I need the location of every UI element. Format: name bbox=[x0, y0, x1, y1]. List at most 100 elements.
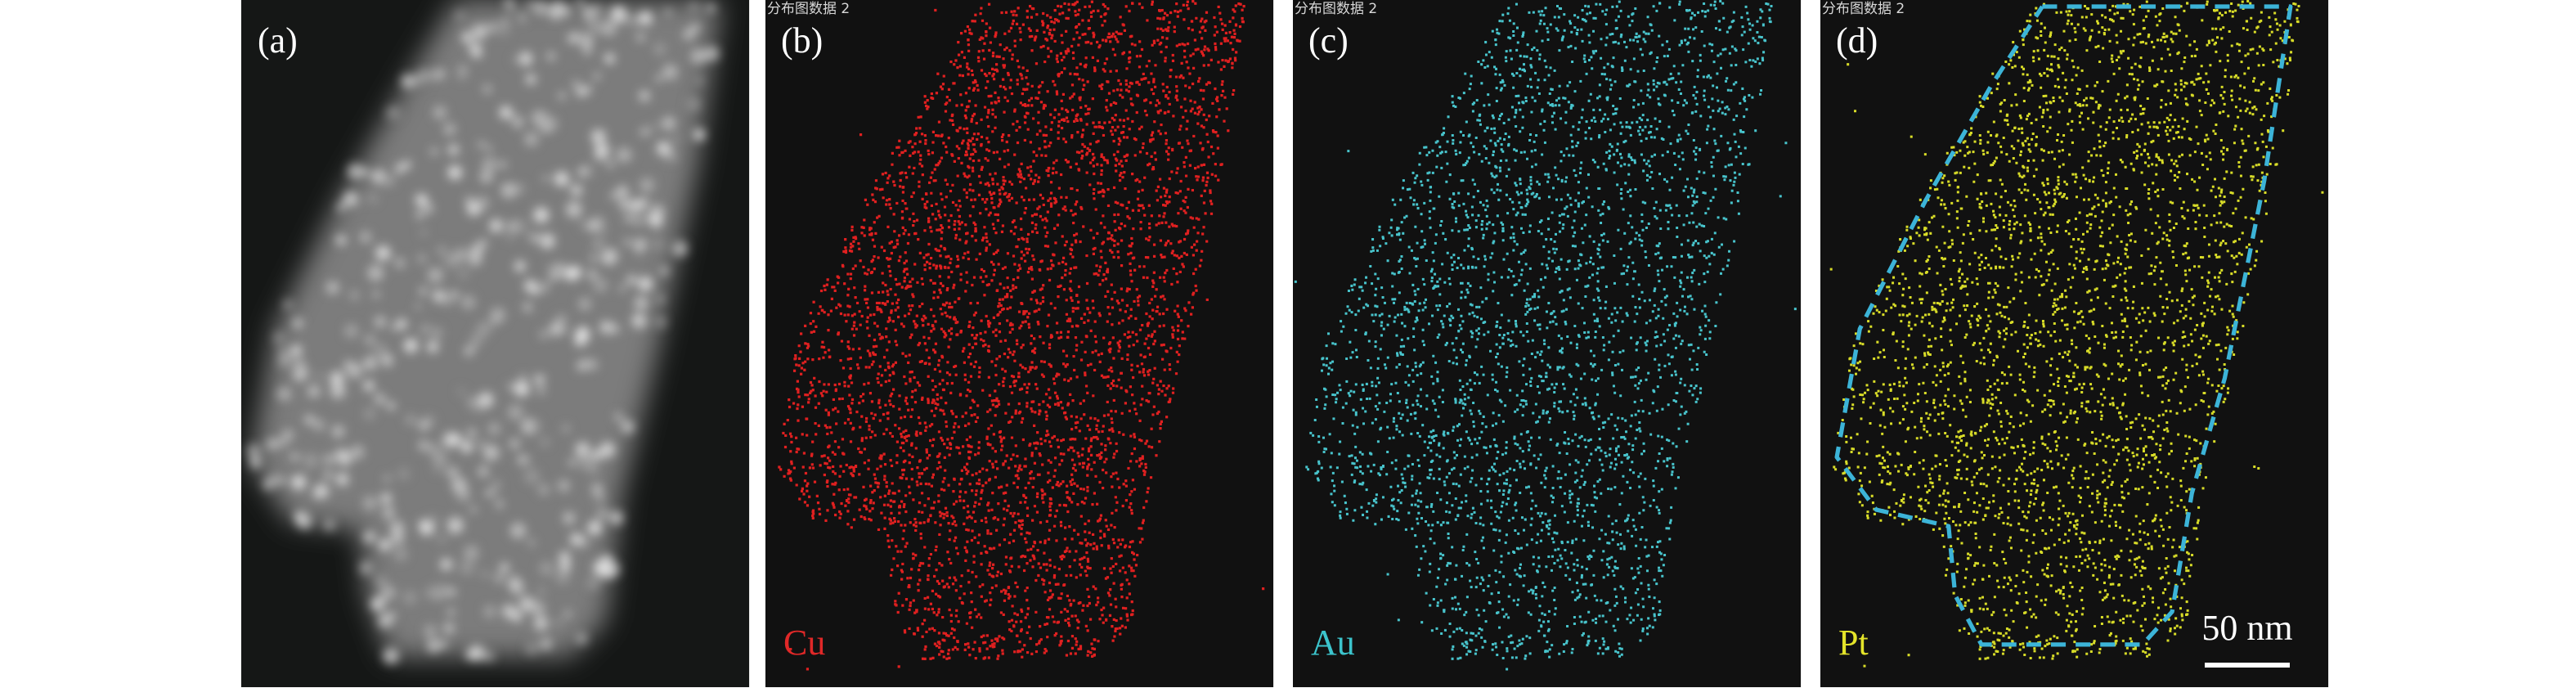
grain bbox=[443, 123, 456, 136]
grain bbox=[475, 196, 490, 210]
grain bbox=[375, 245, 391, 261]
grain bbox=[424, 587, 434, 598]
grain bbox=[277, 387, 292, 402]
grain bbox=[438, 535, 446, 543]
grain bbox=[530, 600, 545, 617]
grain bbox=[386, 106, 402, 120]
grain bbox=[457, 65, 469, 76]
panel-a bbox=[241, 0, 750, 687]
grain bbox=[561, 6, 572, 16]
grain bbox=[389, 520, 405, 536]
grain bbox=[415, 193, 429, 207]
grain bbox=[610, 192, 617, 200]
grain bbox=[523, 456, 531, 465]
grain bbox=[427, 267, 444, 284]
grain bbox=[690, 48, 707, 65]
grain bbox=[570, 533, 584, 546]
grain bbox=[482, 156, 497, 173]
grain bbox=[396, 318, 408, 331]
grain bbox=[575, 442, 590, 457]
grain bbox=[277, 438, 287, 447]
grain bbox=[524, 1, 535, 11]
grain bbox=[523, 302, 532, 313]
grain bbox=[591, 483, 603, 494]
grain bbox=[249, 456, 261, 469]
grain bbox=[594, 142, 610, 158]
grain bbox=[330, 371, 344, 384]
grain bbox=[559, 551, 571, 563]
grain bbox=[276, 476, 286, 485]
grain bbox=[325, 281, 339, 295]
grain bbox=[576, 86, 587, 97]
grain bbox=[538, 587, 545, 595]
grain bbox=[654, 121, 662, 129]
grain bbox=[505, 4, 516, 16]
grain bbox=[528, 539, 536, 546]
grain bbox=[590, 254, 599, 263]
grain bbox=[485, 488, 494, 498]
grain bbox=[460, 295, 476, 310]
grain bbox=[343, 323, 359, 339]
grain bbox=[331, 425, 345, 438]
grain bbox=[383, 647, 400, 664]
grain bbox=[290, 452, 299, 461]
grain bbox=[424, 624, 437, 638]
grain bbox=[363, 380, 375, 391]
grain bbox=[662, 116, 676, 131]
grain bbox=[500, 161, 507, 169]
grain bbox=[592, 277, 608, 293]
grain bbox=[415, 211, 424, 218]
grain bbox=[601, 248, 618, 265]
grain bbox=[511, 610, 523, 622]
panel-b bbox=[765, 0, 1274, 687]
grain bbox=[532, 1, 549, 16]
grain bbox=[632, 215, 644, 227]
grain bbox=[518, 373, 527, 383]
grain bbox=[366, 533, 375, 541]
grain bbox=[292, 317, 303, 329]
grain bbox=[469, 253, 482, 267]
grain bbox=[635, 32, 646, 43]
grain bbox=[517, 13, 527, 23]
grain bbox=[469, 645, 485, 661]
grain bbox=[514, 183, 526, 195]
element-map-dots bbox=[1829, 0, 2324, 668]
grain bbox=[577, 297, 592, 311]
grain bbox=[509, 522, 527, 539]
grain bbox=[391, 532, 404, 545]
grain bbox=[616, 147, 632, 163]
grain bbox=[454, 248, 469, 262]
grain bbox=[513, 119, 523, 128]
grain bbox=[464, 196, 473, 205]
grain bbox=[419, 287, 428, 295]
panel-d bbox=[1820, 0, 2329, 687]
grain bbox=[568, 458, 577, 466]
grain bbox=[542, 115, 559, 133]
grain bbox=[278, 357, 289, 368]
grain bbox=[645, 125, 655, 135]
grain bbox=[539, 560, 554, 577]
grain bbox=[590, 5, 604, 19]
grain bbox=[507, 404, 523, 420]
panel-background bbox=[765, 0, 1274, 687]
grain bbox=[324, 471, 332, 479]
grain bbox=[478, 441, 486, 448]
grain bbox=[359, 231, 371, 243]
grain bbox=[511, 218, 527, 235]
grain bbox=[388, 610, 397, 619]
grain bbox=[548, 270, 556, 279]
grain bbox=[442, 295, 454, 307]
grain bbox=[468, 42, 482, 55]
grain bbox=[402, 160, 412, 169]
grain bbox=[571, 79, 581, 89]
grain bbox=[590, 128, 606, 145]
grain bbox=[624, 238, 631, 246]
grain bbox=[563, 511, 576, 524]
grain bbox=[577, 168, 586, 177]
grain bbox=[496, 501, 504, 508]
grain bbox=[671, 241, 689, 257]
grain bbox=[533, 374, 545, 385]
grain bbox=[607, 160, 614, 169]
grain bbox=[672, 136, 680, 143]
grain bbox=[568, 265, 582, 280]
